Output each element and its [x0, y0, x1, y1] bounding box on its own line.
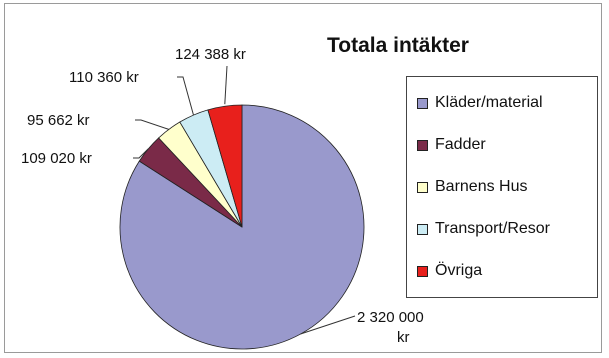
leader-line-barnens-hus — [135, 119, 169, 130]
data-label-ovriga: 124 388 kr — [175, 46, 246, 63]
legend-swatch-barnens-hus — [417, 181, 428, 193]
legend-swatch-kladder-material — [417, 97, 428, 109]
legend-swatch-fadder — [417, 139, 428, 151]
leader-line-kladder-material — [300, 315, 356, 335]
data-label-barnens-hus: 95 662 kr — [27, 112, 90, 129]
chart-title: Totala intäkter — [327, 34, 469, 57]
chart-frame: 2 320 000 kr 109 020 kr 95 662 kr 110 360 kr… — [4, 3, 602, 353]
leader-line-transport-resor — [177, 76, 194, 116]
data-label-fadder: 109 020 kr — [21, 150, 92, 167]
leader-line-fadder — [133, 148, 149, 159]
legend-item-kladder-material: Kläder/material — [417, 93, 543, 113]
legend-label-barnens-hus: Barnens Hus — [435, 178, 528, 195]
legend-item-fadder: Fadder — [417, 135, 486, 155]
legend-swatch-ovriga — [417, 265, 428, 277]
legend-label-fadder: Fadder — [435, 136, 486, 153]
legend-item-barnens-hus: Barnens Hus — [417, 177, 528, 197]
legend-label-transport-resor: Transport/Resor — [435, 220, 550, 237]
pie-slice-ovriga — [207, 104, 243, 228]
legend-label-ovriga: Övriga — [435, 262, 483, 279]
leader-line-ovriga — [224, 65, 228, 105]
legend-item-ovriga: Övriga — [417, 261, 482, 281]
legend-swatch-transport-resor — [417, 223, 428, 235]
pie-chart: 2 320 000 kr 109 020 kr 95 662 kr 110 360 kr… — [21, 46, 424, 350]
data-label-kladder-material: 2 320 000 kr — [357, 309, 424, 346]
data-label-transport-resor: 110 360 kr — [69, 69, 139, 86]
legend-item-transport-resor: Transport/Resor — [417, 219, 550, 239]
legend-label-kladder-material: Kläder/material — [435, 94, 543, 111]
legend: Kläder/material Fadder Barnens Hus Trans… — [406, 76, 598, 298]
